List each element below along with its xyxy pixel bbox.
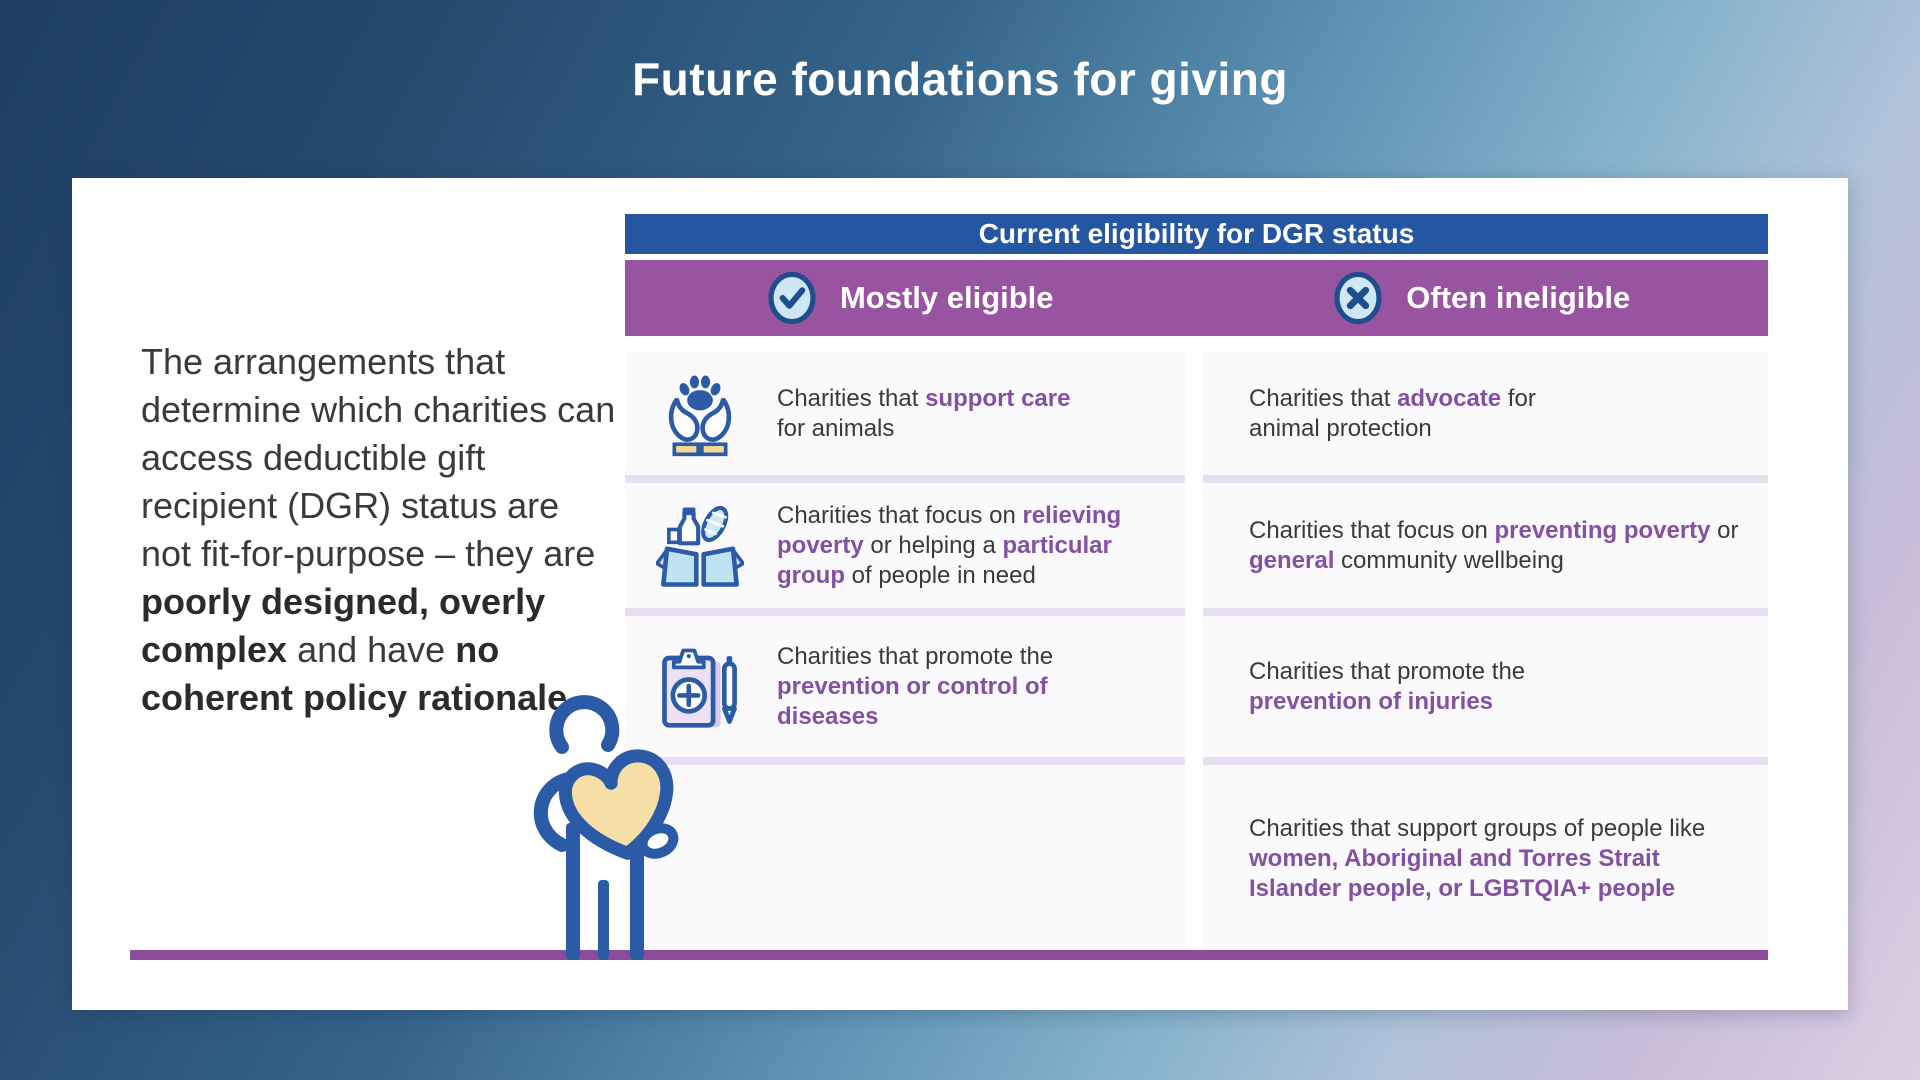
cell-text: Charities that promote the prevention of… [1249, 657, 1526, 715]
eligibility-table: Current eligibility for DGR status Mostl… [625, 214, 1768, 952]
column-label: Often ineligible [1406, 280, 1631, 315]
table-row-animals: Charities that support care for animals … [625, 352, 1768, 475]
table-rows: Charities that support care for animals … [625, 352, 1768, 952]
check-circle-icon [768, 271, 816, 325]
column-header-often-ineligible: Often ineligible [1197, 260, 1769, 336]
table-row-groups: Charities that support groups of people … [625, 765, 1768, 952]
cell-mostly-eligible-animals: Charities that support care for animals [625, 352, 1185, 475]
cell-text: Charities that focus on preventing pover… [1249, 516, 1739, 574]
row-divider [625, 475, 1768, 483]
cell-often-ineligible-poverty: Charities that focus on preventing pover… [1203, 483, 1768, 608]
column-header-mostly-eligible: Mostly eligible [625, 260, 1197, 336]
cell-often-ineligible-groups: Charities that support groups of people … [1203, 765, 1768, 952]
column-header-bar: Mostly eligible Often ineligible [625, 260, 1768, 336]
cell-text: Charities that support groups of people … [1249, 814, 1706, 902]
cell-mostly-eligible-poverty: Charities that focus on relieving povert… [625, 483, 1185, 608]
cell-text: Charities that support care for animals [777, 384, 1071, 442]
cell-text: Charities that advocate for animal prote… [1249, 384, 1536, 442]
cell-often-ineligible-injuries: Charities that promote the prevention of… [1203, 616, 1768, 757]
baseline-rule [130, 950, 1768, 960]
row-divider [625, 608, 1768, 616]
cell-text: Charities that promote the prevention or… [777, 642, 1054, 730]
cell-mostly-eligible-empty [625, 765, 1185, 952]
table-row-disease: Charities that promote the prevention or… [625, 616, 1768, 757]
medical-clipboard-icon [645, 641, 755, 733]
table-row-poverty: Charities that focus on relieving povert… [625, 483, 1768, 608]
x-circle-icon [1334, 271, 1382, 325]
content-card: The arrangements that determine which ch… [72, 178, 1848, 1010]
column-label: Mostly eligible [839, 280, 1054, 315]
page-title: Future foundations for giving [632, 53, 1288, 105]
cell-often-ineligible-animals: Charities that advocate for animal prote… [1203, 352, 1768, 475]
table-title: Current eligibility for DGR status [625, 214, 1768, 254]
hands-holding-paw-icon [645, 367, 755, 461]
row-divider [625, 757, 1768, 765]
donation-box-icon [645, 502, 755, 590]
person-hugging-heart-icon [533, 695, 679, 960]
cell-mostly-eligible-disease: Charities that promote the prevention or… [625, 616, 1185, 757]
cell-text: Charities that focus on relieving povert… [777, 501, 1122, 589]
intro-text: The arrangements that determine which ch… [141, 341, 616, 718]
